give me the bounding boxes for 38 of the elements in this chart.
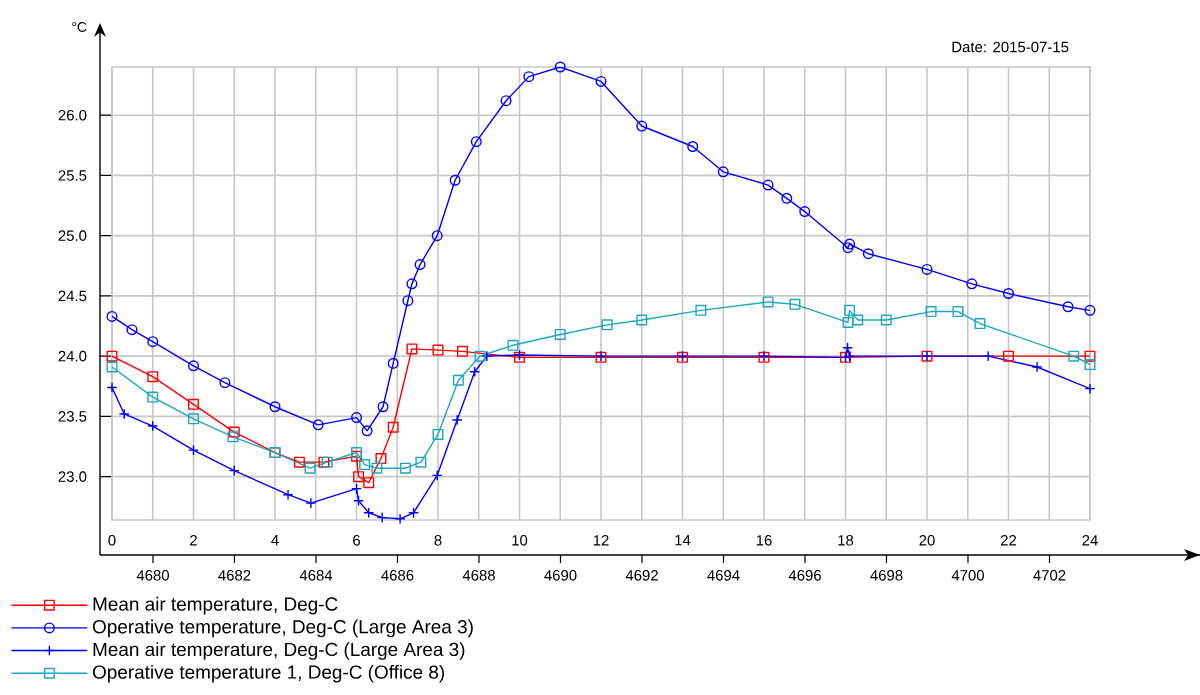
x2-tick-label: 4682 bbox=[218, 570, 251, 581]
text: Date: 2015-07-15 bbox=[952, 41, 1069, 53]
x-tick-label: 18 bbox=[838, 535, 854, 546]
y-tick-label: 26.0 bbox=[58, 109, 87, 121]
legend-label: Mean air temperature, Deg-C (Large Area 3) bbox=[93, 642, 465, 660]
legend-label: Mean air temperature, Deg-C bbox=[93, 596, 338, 615]
y-tick-label: 25.5 bbox=[58, 170, 87, 181]
x-tick-label: 24 bbox=[1082, 535, 1098, 546]
x-tick-label: 0 bbox=[108, 535, 116, 546]
x2-tick-label: 4688 bbox=[462, 570, 495, 581]
legend-label: Operative temperature 1, Deg-C (Office 8) bbox=[92, 664, 444, 683]
x-tick-label: 4 bbox=[271, 535, 279, 546]
x2-tick-label: 4684 bbox=[299, 570, 333, 581]
x2-tick-label: 4702 bbox=[1033, 570, 1066, 581]
y-tick-label: 25.0 bbox=[58, 230, 87, 241]
x-tick-label: 6 bbox=[353, 535, 360, 546]
x2-tick-label: 4690 bbox=[544, 570, 577, 581]
y-tick-label: 24.0 bbox=[58, 350, 87, 362]
x2-tick-label: 4698 bbox=[870, 570, 903, 581]
x2-tick-label: 4680 bbox=[136, 570, 169, 581]
x-tick-label: 8 bbox=[434, 535, 442, 546]
y-tick-label: 23.0 bbox=[58, 471, 87, 482]
x-tick-label: 10 bbox=[512, 535, 528, 546]
x2-tick-label: 4692 bbox=[625, 570, 658, 581]
x2-tick-label: 4696 bbox=[788, 570, 821, 581]
legend-label: Operative temperature, Deg-C (Large Area 3) bbox=[92, 619, 473, 638]
x2-tick-label: 4700 bbox=[951, 570, 985, 581]
x-tick-label: 16 bbox=[756, 535, 772, 546]
y-tick-label: 24.5 bbox=[58, 290, 87, 302]
x-tick-label: 2 bbox=[190, 535, 197, 546]
x-tick-label: 22 bbox=[1000, 535, 1017, 546]
y-tick-label: 23.5 bbox=[58, 411, 87, 422]
x-tick-label: 20 bbox=[919, 535, 935, 546]
x-tick-label: 14 bbox=[675, 535, 691, 546]
x2-tick-label: 4686 bbox=[381, 570, 414, 581]
y-axis-title: °C bbox=[72, 22, 87, 32]
x2-tick-label: 4694 bbox=[707, 570, 740, 581]
x-tick-label: 12 bbox=[593, 535, 609, 546]
